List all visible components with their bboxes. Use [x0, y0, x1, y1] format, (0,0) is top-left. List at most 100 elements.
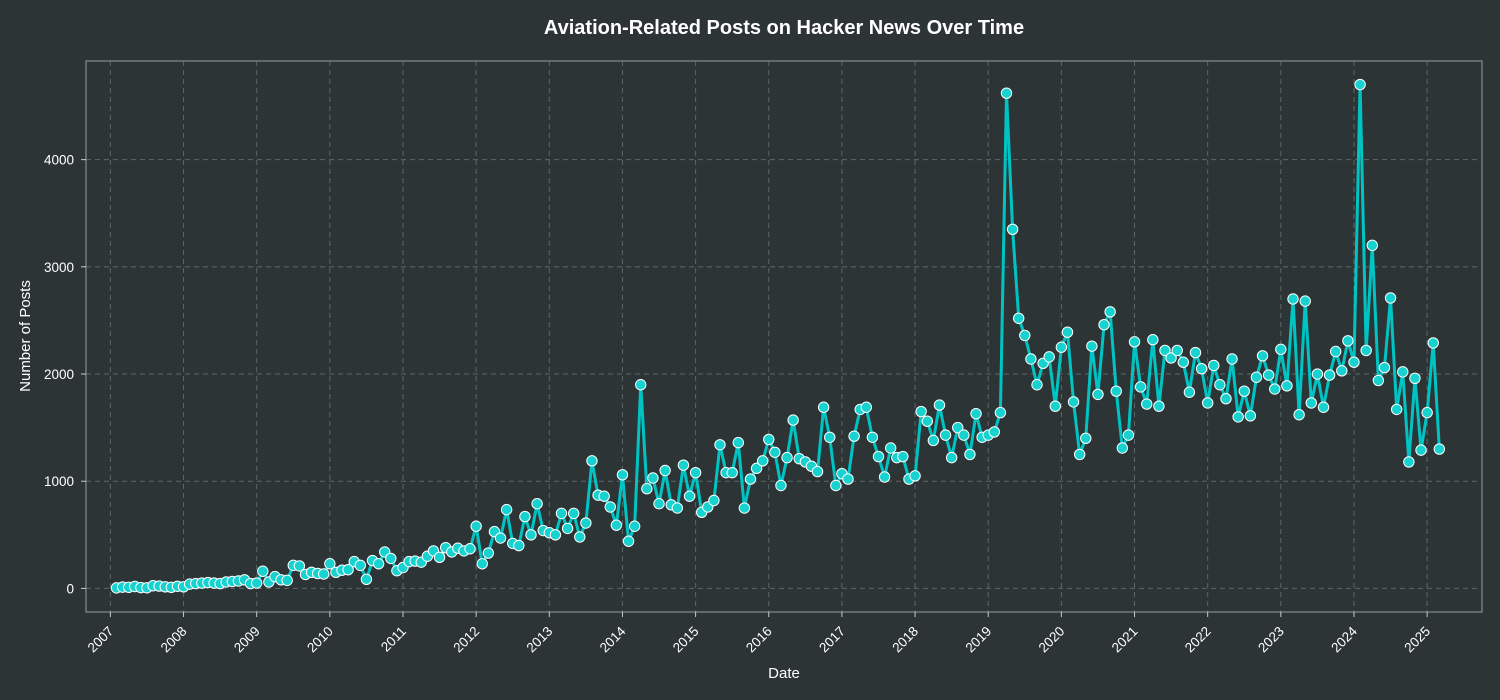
- data-point: [342, 563, 354, 576]
- data-point: [714, 439, 726, 451]
- data-point: [433, 551, 446, 564]
- data-point: [872, 450, 885, 463]
- data-point: [622, 535, 635, 547]
- data-point: [1390, 403, 1403, 416]
- data-point: [958, 429, 970, 441]
- data-point: [1019, 329, 1031, 342]
- data-point: [671, 502, 684, 514]
- data-point: [769, 446, 781, 458]
- data-point: [1281, 380, 1293, 392]
- data-point: [1409, 372, 1421, 385]
- data-point: [1384, 292, 1397, 304]
- data-point: [476, 558, 488, 570]
- x-tick-label: 2022: [1182, 624, 1214, 656]
- data-point: [1006, 223, 1019, 236]
- data-point: [372, 558, 385, 570]
- data-point: [1275, 343, 1287, 356]
- data-point: [519, 510, 531, 523]
- x-tick-label: 2010: [304, 624, 336, 656]
- data-point: [1159, 344, 1171, 357]
- data-point: [616, 469, 629, 481]
- data-point: [1305, 397, 1318, 409]
- data-point: [500, 503, 513, 516]
- data-point: [738, 502, 751, 514]
- data-point: [561, 522, 574, 535]
- data-point: [866, 431, 879, 443]
- data-point: [744, 473, 757, 485]
- data-point: [385, 552, 397, 565]
- data-point: [732, 436, 744, 449]
- data-point: [1110, 385, 1122, 397]
- x-tick-label: 2021: [1109, 624, 1141, 656]
- data-point: [927, 434, 940, 447]
- data-point: [1080, 432, 1092, 445]
- x-tick-label: 2013: [524, 624, 556, 656]
- data-point: [1238, 385, 1250, 397]
- data-point: [1195, 362, 1208, 375]
- x-tick-label: 2016: [743, 624, 775, 656]
- data-point: [293, 560, 306, 572]
- plot-frame: [85, 60, 1483, 613]
- data-point: [781, 451, 793, 464]
- data-point: [933, 399, 946, 411]
- data-point: [586, 455, 598, 467]
- data-point: [1287, 293, 1299, 305]
- data-point: [756, 455, 769, 467]
- x-tick-label: 2012: [450, 624, 482, 656]
- data-point: [257, 565, 269, 577]
- data-point: [1104, 306, 1116, 318]
- data-point: [909, 470, 921, 482]
- data-point: [482, 547, 495, 559]
- data-point: [884, 442, 897, 454]
- data-point: [939, 429, 952, 441]
- data-point: [574, 531, 586, 543]
- data-point: [994, 406, 1007, 419]
- data-point: [1360, 344, 1372, 357]
- grid: [86, 61, 1482, 612]
- data-point: [1128, 336, 1141, 348]
- data-point: [635, 379, 647, 391]
- y-tick-label: 4000: [44, 153, 74, 168]
- data-point: [1025, 353, 1037, 365]
- data-point: [1189, 346, 1202, 359]
- data-point: [1226, 353, 1238, 365]
- data-point: [1433, 443, 1446, 455]
- data-point: [1092, 388, 1104, 401]
- data-point: [1421, 406, 1433, 419]
- data-point: [628, 520, 641, 532]
- data-point: [1354, 78, 1366, 91]
- data-point: [1201, 397, 1214, 409]
- data-point: [1134, 381, 1147, 393]
- data-point: [659, 464, 671, 477]
- data-point: [1061, 326, 1074, 338]
- data-point: [1269, 383, 1281, 395]
- x-tick-label: 2023: [1255, 624, 1287, 656]
- data-point: [1232, 411, 1244, 423]
- data-point: [726, 466, 738, 479]
- data-point: [610, 519, 623, 531]
- data-point: [653, 498, 665, 510]
- data-point: [531, 498, 543, 510]
- data-point: [842, 473, 854, 485]
- data-point: [1293, 409, 1305, 421]
- data-point: [1055, 341, 1068, 353]
- data-point: [811, 465, 824, 478]
- data-point: [1073, 448, 1086, 461]
- data-point: [1342, 335, 1354, 347]
- data-point: [1397, 366, 1409, 378]
- x-tick-label: 2019: [962, 624, 994, 656]
- data-point: [1244, 410, 1257, 422]
- data-point: [549, 529, 562, 541]
- data-point: [1323, 369, 1336, 381]
- x-tick-label: 2025: [1401, 624, 1433, 656]
- x-tick-label: 2014: [597, 623, 629, 655]
- data-point: [1250, 371, 1263, 383]
- data-point: [1067, 396, 1080, 408]
- series-markers: [110, 78, 1446, 594]
- x-tick-label: 2015: [670, 624, 702, 656]
- y-tick-label: 1000: [44, 474, 74, 489]
- data-point: [494, 532, 507, 544]
- data-point: [988, 426, 1001, 438]
